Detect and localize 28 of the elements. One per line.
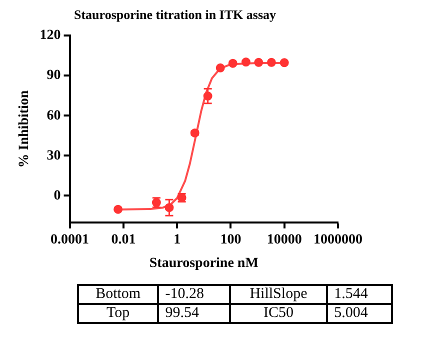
text: HillSlope	[230, 285, 328, 304]
y-axis-title: % Inhibition	[17, 90, 32, 168]
x-tick-label: 1	[174, 232, 181, 248]
text: IC50	[230, 304, 328, 323]
x-axis-title: Staurosporine nM	[149, 256, 258, 272]
x-tick-label: 100	[220, 232, 242, 248]
x-tick-label: 10000	[266, 232, 302, 248]
x-tick-label: 1000000	[314, 232, 362, 248]
y-tick-label: 60	[46, 108, 61, 124]
point	[216, 63, 225, 72]
y-tick-label: 0	[54, 188, 61, 204]
x-tick-label: 0.0001	[50, 232, 90, 248]
point	[280, 58, 289, 68]
point	[266, 58, 276, 67]
point	[254, 58, 264, 67]
x-tick-label: 0.01	[111, 232, 136, 248]
text: 5.004	[327, 304, 392, 323]
point	[228, 58, 238, 68]
text: Bottom	[78, 285, 158, 304]
y-tick-label: 30	[46, 148, 61, 164]
text: Top	[78, 304, 158, 323]
y-tick-label: 120	[40, 28, 61, 44]
point	[241, 58, 250, 67]
text: 1.544	[327, 285, 392, 304]
text: -10.28	[158, 285, 230, 304]
chart-title: Staurosporine titration in ITK assay	[74, 7, 276, 22]
text: 99.54	[158, 304, 230, 323]
y-tick-label: 90	[46, 68, 61, 84]
